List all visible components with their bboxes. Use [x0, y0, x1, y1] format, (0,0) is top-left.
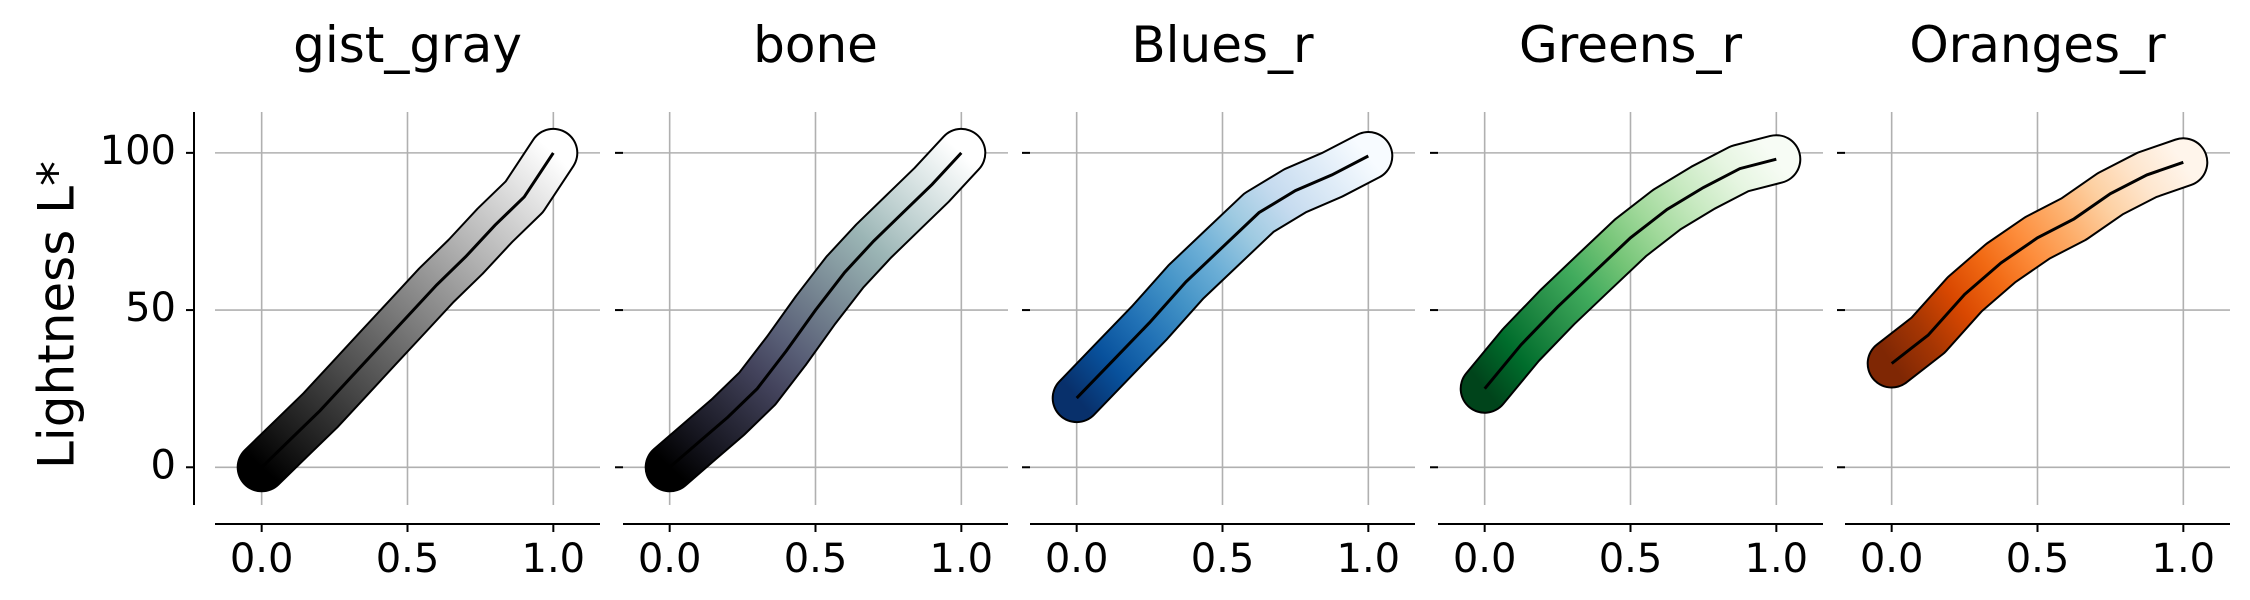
y-tick-label: 50: [125, 285, 176, 331]
lightness-line: [1483, 157, 1777, 390]
x-tick-label: 0.0: [1453, 536, 1517, 582]
x-tick-label: 0.0: [1860, 536, 1924, 582]
x-tick-label: 0.0: [638, 536, 702, 582]
y-tick-label: 100: [100, 128, 176, 174]
subplot-Greens_r: 0.0 0.5 1.0 Greens_r: [1430, 16, 1823, 582]
x-tick-label: 0.5: [1191, 536, 1255, 582]
lightness-line: [668, 151, 963, 469]
subplot-gist_gray: 0.0 0.5 1.0 0 50 100 gist_gray: [100, 16, 600, 582]
x-tick-label: 1.0: [930, 536, 994, 582]
lightness-line: [260, 152, 555, 469]
y-axis-label: Lightness L*: [28, 161, 86, 469]
x-tick-label: 1.0: [1337, 536, 1401, 582]
x-tick-label: 0.5: [784, 536, 848, 582]
subplot-title: Greens_r: [1519, 16, 1742, 74]
subplot-title: Oranges_r: [1909, 16, 2166, 74]
x-tick-label: 0.5: [2006, 536, 2070, 582]
y-tick-label: 0: [151, 442, 176, 488]
subplot-Blues_r: 0.0 0.5 1.0 Blues_r: [1022, 16, 1415, 582]
x-tick-label: 0.5: [1599, 536, 1663, 582]
subplot-bone: 0.0 0.5 1.0 bone: [615, 16, 1008, 582]
subplot-title: Blues_r: [1131, 16, 1314, 74]
lightness-line: [1075, 154, 1369, 400]
subplot-title: gist_gray: [293, 16, 522, 74]
lightness-line: [1890, 160, 2184, 365]
subplot-Oranges_r: 0.0 0.5 1.0 Oranges_r: [1837, 16, 2230, 582]
x-tick-label: 0.0: [1045, 536, 1109, 582]
x-tick-label: 1.0: [2152, 536, 2216, 582]
subplot-title: bone: [753, 16, 878, 74]
x-tick-label: 0.5: [376, 536, 440, 582]
x-tick-label: 1.0: [1745, 536, 1809, 582]
x-tick-label: 1.0: [522, 536, 586, 582]
x-tick-label: 0.0: [230, 536, 294, 582]
